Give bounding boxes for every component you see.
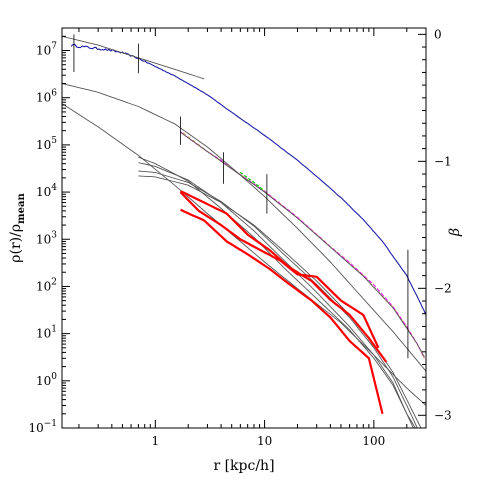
x-tick-label: 1 [151,434,159,448]
y-tick-label: 102 [36,277,57,293]
y-tick-label: 105 [36,136,57,152]
y2-tick-label: −3 [434,408,452,422]
series-layer [62,35,426,428]
series-line-8 [138,156,414,428]
y-tick-label: 101 [36,325,57,341]
plot-frame [61,27,427,429]
y2-axis-title: β [447,228,463,237]
x-tick-label: 10 [257,434,272,448]
y-tick-label: 100 [36,372,57,388]
series-line-6 [62,83,426,372]
series-line-10 [138,170,418,428]
series-line-11 [138,175,422,428]
y-axis-title: ρ(r)/ρmean [8,193,27,263]
y-tick-label: 106 [36,89,57,105]
y2-tick-label: −2 [434,281,452,295]
x-axis-title: r [kpc/h] [213,458,274,474]
marker-layer [73,34,409,359]
y-tick-label: 103 [36,230,57,246]
tick-layer: 1 10 100 10−1 100 101 102 103 104 105 106 107 0 −1 −2 −… [28,27,451,448]
series-line-0 [70,43,426,316]
series-line-13 [180,208,384,415]
y-axis-title-sub: mean [16,193,27,224]
x-tick-label: 100 [362,434,385,448]
y2-tick-label: −1 [434,154,452,168]
series-line-3 [239,171,266,192]
y-tick-label: 10−1 [28,419,57,435]
y-tick-label: 107 [36,42,57,58]
series-line-14 [179,191,380,349]
series-line-9 [138,162,416,428]
series-line-4 [180,131,425,358]
y-tick-label: 104 [36,183,57,199]
y2-tick-label: 0 [434,27,442,41]
y-axis-title-main: ρ(r)/ρ [8,224,24,263]
series-line-2 [182,132,425,359]
series-line-1 [180,131,425,359]
series-line-7 [62,103,426,406]
series-line-5 [62,35,205,80]
svg-text:ρ(r)/ρmean: ρ(r)/ρmean [8,193,27,263]
